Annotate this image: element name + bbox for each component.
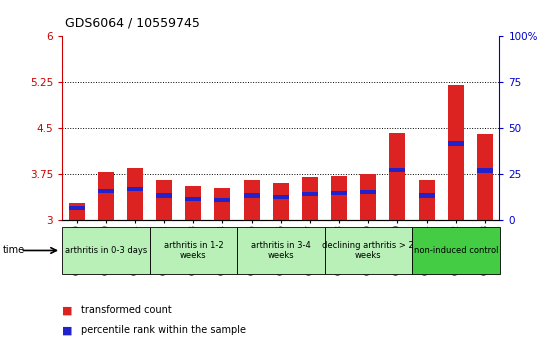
Text: non-induced control: non-induced control bbox=[414, 246, 498, 255]
Bar bbox=[360, 190, 376, 195]
Bar bbox=[448, 85, 464, 220]
Bar bbox=[98, 172, 114, 220]
Bar bbox=[448, 142, 464, 146]
Bar bbox=[389, 133, 406, 220]
Text: ■: ■ bbox=[62, 325, 72, 335]
Text: declining arthritis > 2
weeks: declining arthritis > 2 weeks bbox=[322, 241, 414, 260]
Bar bbox=[331, 191, 347, 195]
Bar bbox=[389, 168, 406, 172]
Bar bbox=[127, 168, 143, 220]
Bar bbox=[98, 189, 114, 193]
Bar bbox=[418, 193, 435, 198]
Text: arthritis in 0-3 days: arthritis in 0-3 days bbox=[65, 246, 147, 255]
Bar bbox=[127, 187, 143, 191]
Bar bbox=[418, 180, 435, 220]
Bar bbox=[185, 197, 201, 201]
Bar bbox=[214, 198, 231, 202]
Bar bbox=[273, 195, 289, 199]
Text: ■: ■ bbox=[62, 305, 72, 315]
Text: percentile rank within the sample: percentile rank within the sample bbox=[81, 325, 246, 335]
Text: time: time bbox=[3, 245, 25, 256]
Bar bbox=[69, 203, 85, 220]
Bar bbox=[302, 192, 318, 196]
Bar bbox=[185, 186, 201, 220]
Bar bbox=[156, 180, 172, 220]
Text: transformed count: transformed count bbox=[81, 305, 172, 315]
Bar bbox=[244, 180, 260, 220]
Bar bbox=[477, 168, 493, 172]
Bar bbox=[360, 174, 376, 220]
Bar bbox=[214, 188, 231, 220]
Text: arthritis in 1-2
weeks: arthritis in 1-2 weeks bbox=[164, 241, 223, 260]
Bar bbox=[331, 176, 347, 220]
Bar bbox=[156, 193, 172, 198]
Text: arthritis in 3-4
weeks: arthritis in 3-4 weeks bbox=[251, 241, 310, 260]
Bar bbox=[69, 206, 85, 210]
Text: GDS6064 / 10559745: GDS6064 / 10559745 bbox=[65, 16, 200, 29]
Bar bbox=[244, 193, 260, 198]
Bar bbox=[477, 134, 493, 220]
Bar bbox=[273, 183, 289, 220]
Bar bbox=[302, 177, 318, 220]
